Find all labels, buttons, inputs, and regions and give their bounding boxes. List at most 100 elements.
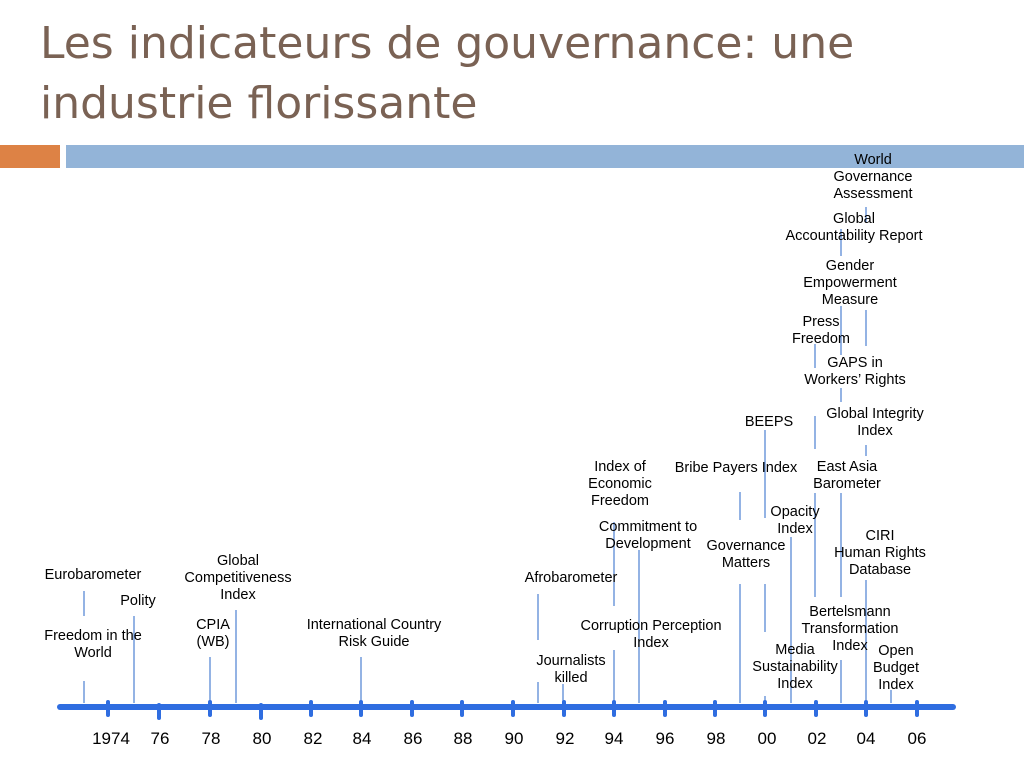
indicator-label-commitment-to-development: Commitment to Development bbox=[599, 519, 697, 553]
indicator-label-global-competitiveness-index: Global Competitiveness Index bbox=[184, 553, 291, 604]
axis-tick-label: 78 bbox=[201, 729, 221, 748]
indicator-label-line: Media bbox=[775, 642, 815, 658]
axis-tick-label: 02 bbox=[807, 729, 827, 748]
indicator-label-line: Sustainability bbox=[752, 659, 838, 675]
indicator-label-line: Measure bbox=[821, 292, 879, 308]
indicator-label-gender-empowerment-measure: Gender Empowerment Measure bbox=[803, 258, 896, 309]
indicator-label-line: Freedom bbox=[590, 493, 650, 509]
axis-tick-label: 84 bbox=[352, 729, 372, 748]
axis-tick bbox=[511, 700, 515, 717]
indicator-label-line: Global Integrity bbox=[826, 406, 924, 422]
axis-tick-label: 1974 bbox=[92, 729, 130, 748]
indicator-label-line: Competitiveness bbox=[184, 570, 292, 586]
indicator-label-line: Governance bbox=[833, 169, 913, 185]
indicator-label-line: Risk Guide bbox=[338, 634, 410, 650]
indicator-label-line: Eurobarometer bbox=[44, 567, 142, 583]
indicator-label-polity: Polity bbox=[120, 593, 155, 610]
axis-tick-label: 80 bbox=[252, 729, 272, 748]
indicator-label-line: Corruption Perception bbox=[580, 618, 722, 634]
axis-tick-label: 96 bbox=[655, 729, 675, 748]
indicator-label-line: Economic bbox=[588, 476, 652, 492]
indicator-label-bertelsmann-transformation-index: Bertelsmann Transformation Index bbox=[802, 604, 899, 655]
indicator-label-line: Polity bbox=[120, 593, 156, 609]
axis-tick-label: 92 bbox=[555, 729, 575, 748]
indicator-label-line: Development bbox=[605, 536, 691, 552]
indicator-label-line: Human Rights bbox=[834, 545, 926, 561]
indicator-label-line: Open bbox=[878, 643, 914, 659]
axis-tick-label: 06 bbox=[907, 729, 927, 748]
indicator-label-line: Bertelsmann bbox=[809, 604, 891, 620]
axis-tick bbox=[763, 700, 767, 717]
indicator-label-line: Journalists bbox=[536, 653, 606, 669]
indicator-label-line: Assessment bbox=[833, 186, 913, 202]
indicator-label-beeps: BEEPS bbox=[745, 414, 793, 431]
indicator-label-line: Governance bbox=[706, 538, 786, 554]
axis-tick-label: 00 bbox=[757, 729, 777, 748]
indicator-label-line: Accountability Report bbox=[785, 228, 923, 244]
axis-tick-label: 04 bbox=[856, 729, 876, 748]
axis-tick bbox=[106, 700, 110, 717]
indicator-label-global-integrity-index: Global Integrity Index bbox=[826, 406, 924, 440]
indicator-label-line: East Asia bbox=[816, 459, 878, 475]
axis-ticks bbox=[106, 700, 919, 720]
indicator-label-line: Global bbox=[833, 211, 875, 227]
indicator-label-afrobarometer: Afrobarometer bbox=[525, 570, 618, 587]
axis-tick bbox=[259, 703, 263, 720]
indicator-label-line: Freedom bbox=[791, 331, 851, 347]
indicator-label-line: CIRI bbox=[865, 528, 895, 544]
connector-lines bbox=[83, 207, 892, 703]
axis-tick-label: 94 bbox=[604, 729, 624, 748]
indicator-label-line: World bbox=[854, 152, 892, 168]
axis-tick bbox=[612, 700, 616, 717]
indicator-label-line: Index bbox=[857, 423, 893, 439]
indicator-label-open-budget-index: Open Budget Index bbox=[873, 643, 919, 694]
indicator-label-line: Workers’ Rights bbox=[804, 372, 906, 388]
axis-tick-label: 98 bbox=[706, 729, 726, 748]
axis-tick bbox=[663, 700, 667, 717]
axis-tick bbox=[562, 700, 566, 717]
indicator-label-line: Index bbox=[777, 521, 813, 537]
indicator-label-line: Barometer bbox=[813, 476, 881, 492]
indicator-label-line: Index of bbox=[594, 459, 646, 475]
indicator-label-line: Bribe Payers Index bbox=[674, 460, 798, 476]
indicator-label-freedom-in-the-world: Freedom in the World bbox=[44, 628, 142, 662]
title-accent-bar-blue bbox=[66, 145, 1024, 168]
indicator-label-journalists-killed: Journalists killed bbox=[536, 653, 605, 687]
indicator-label-gaps-in-workers-rights: GAPS in Workers’ Rights bbox=[804, 355, 906, 389]
indicator-label-media-sustainability-index: Media Sustainability Index bbox=[752, 642, 837, 693]
indicator-label-corruption-perception-index: Corruption Perception Index bbox=[580, 618, 721, 652]
slide-title: Les indicateurs de gouvernance: une indu… bbox=[40, 18, 855, 129]
axis-tick-label: 76 bbox=[150, 729, 170, 748]
axis-tick bbox=[713, 700, 717, 717]
indicator-label-eurobarometer: Eurobarometer bbox=[45, 567, 142, 584]
axis-tick bbox=[309, 700, 313, 717]
indicator-label-line: killed bbox=[554, 670, 588, 686]
axis-tick bbox=[359, 700, 363, 717]
indicator-label-line: Matters bbox=[721, 555, 771, 571]
axis-tick bbox=[208, 700, 212, 717]
indicator-label-line: Index bbox=[220, 587, 256, 603]
indicator-label-press-freedom: Press Freedom bbox=[792, 314, 850, 348]
indicator-label-line: Index bbox=[832, 638, 868, 654]
axis-tick bbox=[814, 700, 818, 717]
indicator-label-line: Global bbox=[217, 553, 259, 569]
indicator-label-line: Index bbox=[777, 676, 813, 692]
axis-tick-label: 82 bbox=[303, 729, 323, 748]
indicator-label-line: International Country bbox=[306, 617, 442, 633]
axis-tick bbox=[915, 700, 919, 717]
indicator-label-ciri-human-rights-database: CIRI Human Rights Database bbox=[834, 528, 926, 579]
indicator-label-world-governance-assessment: World Governance Assessment bbox=[834, 152, 913, 203]
title-accent-bar-orange bbox=[0, 145, 60, 168]
indicator-label-governance-matters: Governance Matters bbox=[707, 538, 786, 572]
indicator-label-east-asia-barometer: East Asia Barometer bbox=[813, 459, 881, 493]
indicator-label-line: CPIA bbox=[196, 617, 230, 633]
axis-tick-label: 86 bbox=[403, 729, 423, 748]
indicator-label-line: Press bbox=[802, 314, 840, 330]
indicator-label-line: (WB) bbox=[196, 634, 230, 650]
indicator-label-line: Budget bbox=[873, 660, 919, 676]
indicator-label-cpia: CPIA (WB) bbox=[196, 617, 230, 651]
indicator-label-line: Index bbox=[878, 677, 914, 693]
axis-tick bbox=[864, 700, 868, 717]
indicator-label-line: Commitment to bbox=[598, 519, 698, 535]
